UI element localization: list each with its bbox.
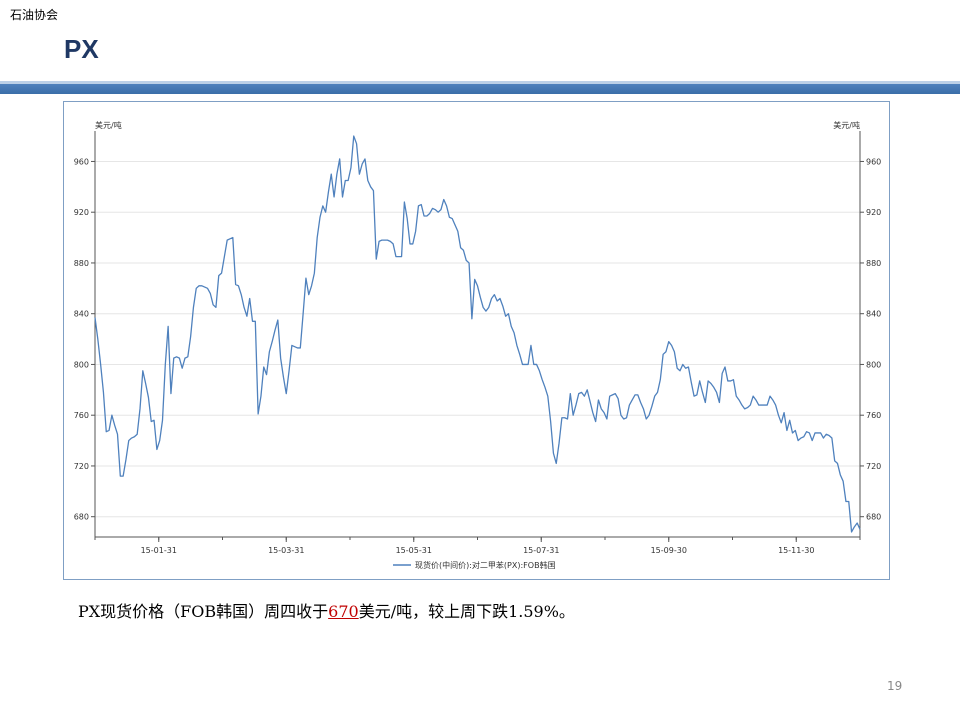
y-tick-label-right: 920 xyxy=(866,208,881,217)
y-tick-label-left: 840 xyxy=(74,310,89,319)
x-tick-label: 15-01-31 xyxy=(141,546,177,555)
x-tick-label: 15-09-30 xyxy=(651,546,687,555)
series-line xyxy=(94,135,861,533)
y-axis-unit-left: 美元/吨 xyxy=(95,120,122,130)
page-number: 19 xyxy=(887,679,903,693)
y-tick-label-left: 680 xyxy=(74,513,89,522)
y-tick-label-right: 720 xyxy=(866,462,881,471)
x-tick-label: 15-11-30 xyxy=(778,546,814,555)
legend-label: 现货价(中间价):对二甲苯(PX):FOB韩国 xyxy=(415,560,556,570)
x-tick-label: 15-05-31 xyxy=(396,546,432,555)
chart-frame: 680 680 720 720 760 760 800 800 840 840 880 880 920 9… xyxy=(63,101,890,580)
y-tick-label-right: 680 xyxy=(866,513,881,522)
x-tick-label: 15-07-31 xyxy=(523,546,559,555)
y-tick-label-left: 720 xyxy=(74,462,89,471)
y-tick-label-left: 960 xyxy=(74,157,89,166)
x-tick-label: 15-03-31 xyxy=(268,546,304,555)
header-divider-light xyxy=(0,81,960,84)
y-tick-label-right: 760 xyxy=(866,411,881,420)
y-tick-label-left: 760 xyxy=(74,411,89,420)
y-axis-unit-right: 美元/吨 xyxy=(833,120,860,130)
caption-price-value: 670 xyxy=(328,602,359,621)
header-divider xyxy=(0,84,960,94)
y-tick-label-right: 840 xyxy=(866,310,881,319)
page-title: PX xyxy=(64,34,99,64)
y-tick-label-right: 800 xyxy=(866,360,881,369)
caption: PX现货价格（FOB韩国）周四收于670美元/吨，较上周下跌1.59%。 xyxy=(78,598,575,622)
y-tick-label-right: 960 xyxy=(866,157,881,166)
caption-suffix: 美元/吨，较上周下跌1.59%。 xyxy=(358,602,575,621)
caption-prefix: PX现货价格（FOB韩国）周四收于 xyxy=(78,602,329,621)
org-name: 石油协会 xyxy=(10,8,59,22)
px-price-chart: 680 680 720 720 760 760 800 800 840 840 880 880 920 9… xyxy=(74,120,882,570)
y-tick-label-left: 920 xyxy=(74,208,89,217)
y-tick-label-right: 880 xyxy=(866,259,881,268)
y-tick-label-left: 880 xyxy=(74,259,89,268)
y-tick-label-left: 800 xyxy=(74,360,89,369)
